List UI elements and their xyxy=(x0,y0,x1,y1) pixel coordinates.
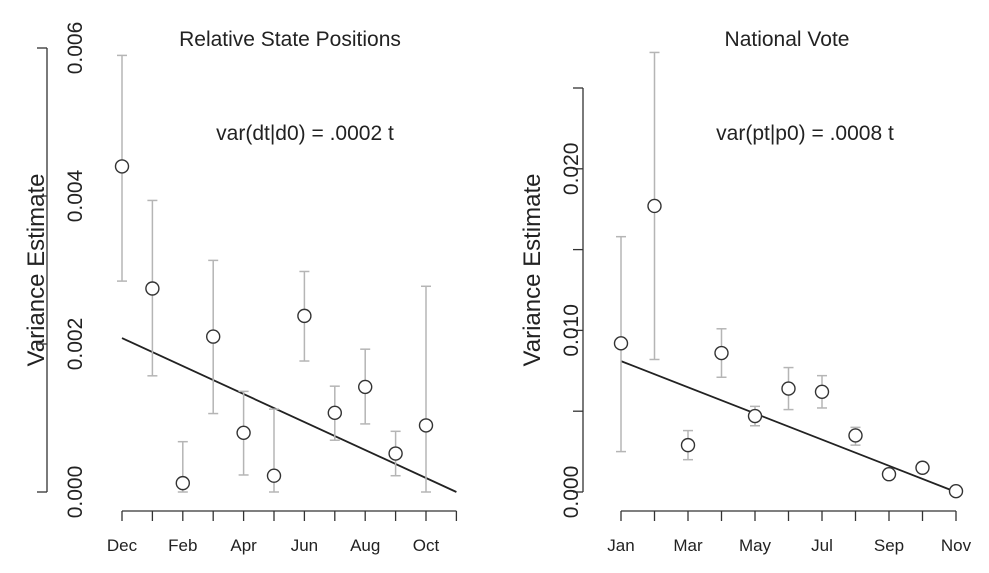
x-tick-label: Apr xyxy=(230,536,257,555)
data-point xyxy=(418,418,434,433)
data-point xyxy=(114,159,130,174)
chart-title: Relative State Positions xyxy=(179,28,401,51)
formula-annotation: var(pt|p0) = .0008 t xyxy=(716,122,894,145)
data-point xyxy=(781,381,796,396)
x-tick-label: Jun xyxy=(291,536,318,555)
data-point xyxy=(613,336,629,351)
x-tick-label: Oct xyxy=(413,536,440,555)
x-tick-label: Jan xyxy=(607,536,634,555)
data-point xyxy=(266,468,282,483)
data-point xyxy=(915,460,930,475)
regression-line xyxy=(121,337,457,493)
data-point xyxy=(205,329,221,344)
data-point xyxy=(388,446,403,461)
y-axis-label: Variance Estimate xyxy=(519,174,546,367)
x-tick-label: Aug xyxy=(350,536,380,555)
data-point xyxy=(327,405,342,421)
data-point xyxy=(881,467,897,482)
y-tick-label: 0.006 xyxy=(64,22,87,75)
panel-relative-state-positions: Relative State Positions var(dt|d0) = .0… xyxy=(23,22,458,555)
y-tick-label: 0.000 xyxy=(560,466,583,519)
x-tick-label: Jul xyxy=(811,536,833,555)
chart-title: National Vote xyxy=(725,28,850,51)
regression-line xyxy=(620,360,957,493)
y-tick-label: 0.004 xyxy=(64,169,87,222)
data-point xyxy=(848,428,863,443)
formula-annotation: var(dt|d0) = .0002 t xyxy=(216,122,394,145)
y-tick-label: 0.000 xyxy=(64,466,87,519)
data-point xyxy=(948,483,964,499)
data-point xyxy=(175,475,191,491)
y-tick-label: 0.020 xyxy=(560,143,583,196)
x-tick-label: Mar xyxy=(673,536,703,555)
panel-national-vote: National Vote var(pt|p0) = .0008 t Varia… xyxy=(519,28,972,555)
x-tick-label: Dec xyxy=(107,536,138,555)
data-point xyxy=(714,345,729,361)
data-point xyxy=(145,281,160,296)
data-point xyxy=(747,408,763,424)
y-tick-label: 0.010 xyxy=(560,304,583,357)
data-point xyxy=(358,379,373,395)
data-point xyxy=(647,198,662,214)
x-tick-label: Sep xyxy=(874,536,904,555)
x-tick-label: May xyxy=(739,536,772,555)
data-point xyxy=(236,425,251,440)
data-point xyxy=(297,308,312,324)
y-tick-label: 0.002 xyxy=(64,318,87,371)
x-tick-label: Nov xyxy=(941,536,972,555)
data-point xyxy=(680,437,696,453)
data-point xyxy=(814,384,830,400)
x-tick-label: Feb xyxy=(168,536,197,555)
y-axis-label: Variance Estimate xyxy=(23,174,50,367)
